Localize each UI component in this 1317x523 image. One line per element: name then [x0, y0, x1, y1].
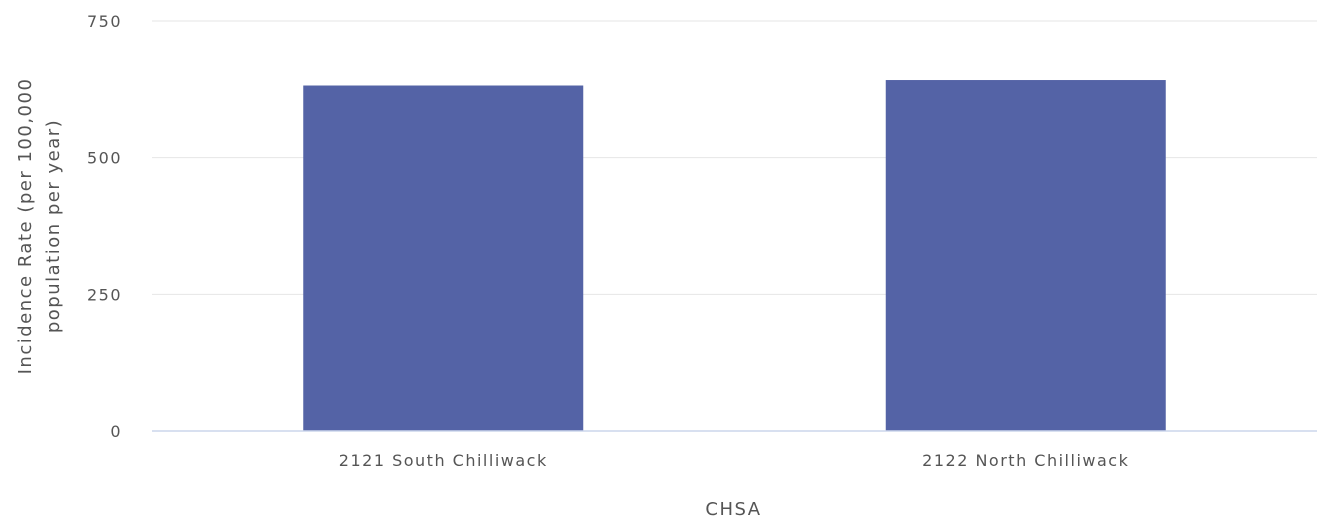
y-tick-label: 750 — [87, 12, 122, 31]
y-axis-title-line-1: Incidence Rate (per 100,000 — [15, 78, 36, 375]
x-axis-title: CHSA — [705, 499, 761, 520]
bar[interactable] — [303, 85, 584, 432]
x-tick-label: 2122 North Chilliwack — [922, 451, 1129, 470]
y-tick-label: 250 — [87, 285, 122, 304]
bars — [303, 80, 1166, 432]
y-axis-title: Incidence Rate (per 100,000 population p… — [15, 78, 64, 375]
y-tick-label: 0 — [110, 422, 122, 441]
y-axis-title-line-2: population per year) — [43, 119, 64, 333]
y-axis-ticks: 0 250 500 750 — [87, 12, 122, 441]
x-axis-ticks: 2121 South Chilliwack 2122 North Chilliwa… — [339, 451, 1129, 470]
bar[interactable] — [885, 80, 1166, 431]
y-tick-label: 500 — [87, 149, 122, 168]
x-tick-label: 2121 South Chilliwack — [339, 451, 548, 470]
